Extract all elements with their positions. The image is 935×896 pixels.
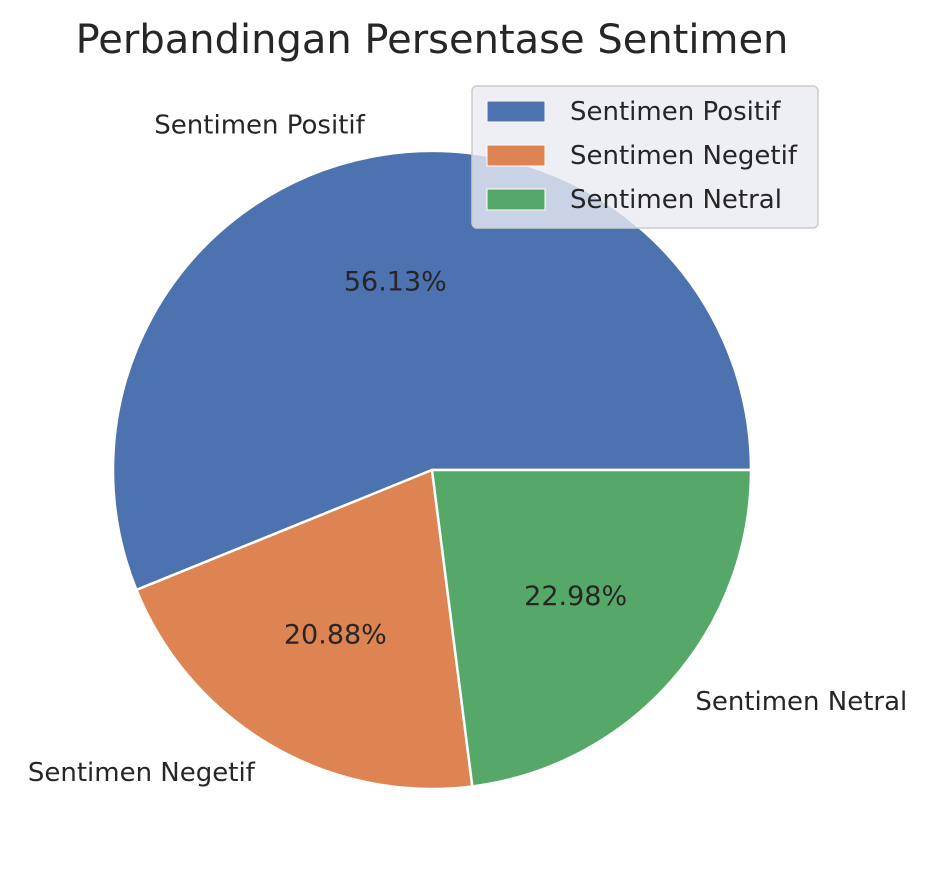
pie-slices: [111, 149, 753, 791]
category-label-sentimen-positif: Sentimen Positif: [154, 111, 365, 141]
pie-slice-sentimen-netral: [430, 468, 753, 788]
legend-label-sentimen-positif: Sentimen Positif: [570, 97, 781, 127]
legend-label-sentimen-negetif: Sentimen Negetif: [570, 141, 798, 171]
legend-label-sentimen-netral: Sentimen Netral: [570, 185, 782, 215]
legend-box: [471, 85, 819, 229]
category-label-sentimen-netral: Sentimen Netral: [695, 687, 907, 717]
pie-slice-sentimen-negetif: [135, 468, 474, 791]
category-label-sentimen-negetif: Sentimen Negetif: [28, 758, 256, 788]
legend-swatch-sentimen-negetif: [486, 144, 546, 167]
percentage-labels: 56.13% 20.88% 22.98%: [284, 267, 627, 651]
legend: Sentimen Positif Sentimen Negetif Sentimen…: [471, 85, 819, 229]
legend-swatch-sentimen-positif: [486, 100, 546, 123]
pie-slice-sentimen-positif: [111, 149, 753, 592]
percent-label-sentimen-positif: 56.13%: [344, 267, 447, 298]
legend-entries: Sentimen Positif Sentimen Negetif Sentimen…: [486, 97, 798, 215]
legend-swatch-sentimen-netral: [486, 188, 546, 211]
category-labels: Sentimen Positif Sentimen Negetif Sentimen…: [28, 111, 907, 788]
chart-title: Perbandingan Persentase Sentimen: [76, 17, 789, 63]
percent-label-sentimen-netral: 22.98%: [524, 581, 627, 612]
percent-label-sentimen-negetif: 20.88%: [284, 620, 387, 651]
